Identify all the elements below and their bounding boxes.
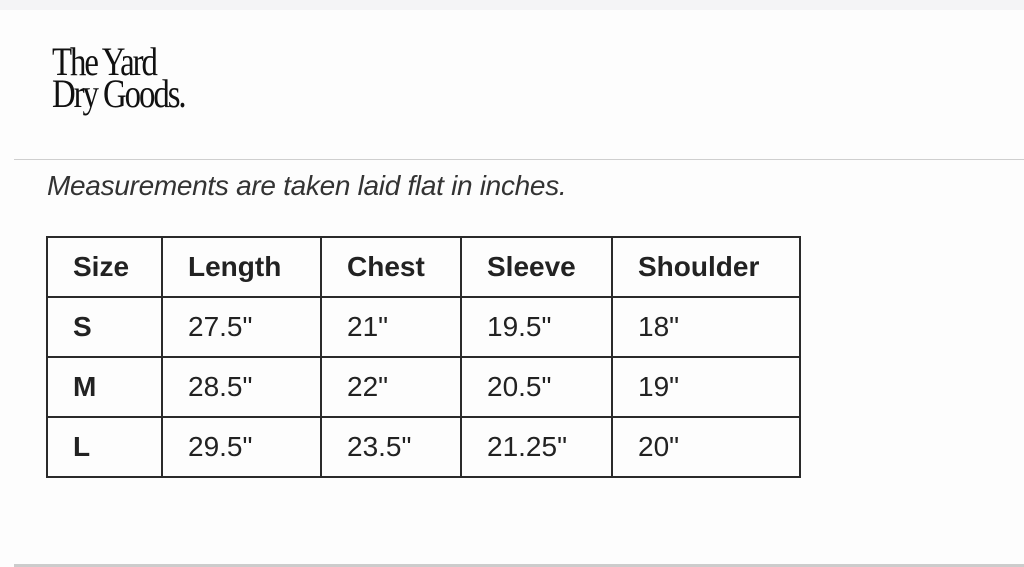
table-row: L 29.5" 23.5" 21.25" 20" <box>46 416 801 478</box>
header-cell: Chest <box>320 236 462 298</box>
header-cell: Shoulder <box>611 236 801 298</box>
size-cell: S <box>46 296 163 358</box>
table-row: S 27.5" 21" 19.5" 18" <box>46 296 801 358</box>
table-cell: 20" <box>611 416 801 478</box>
header-cell: Size <box>46 236 163 298</box>
table-row: M 28.5" 22" 20.5" 19" <box>46 356 801 418</box>
table-cell: 19" <box>611 356 801 418</box>
table-cell: 18" <box>611 296 801 358</box>
brand-logo: The Yard Dry Goods. <box>52 39 187 116</box>
table-cell: 20.5" <box>460 356 613 418</box>
logo-line-2: Dry Goods. <box>52 71 187 116</box>
header-cell: Length <box>161 236 322 298</box>
table-cell: 23.5" <box>320 416 462 478</box>
table-cell: 21.25" <box>460 416 613 478</box>
table-cell: 27.5" <box>161 296 322 358</box>
size-cell: L <box>46 416 163 478</box>
table-header-row: Size Length Chest Sleeve Shoulder <box>46 236 801 298</box>
table-cell: 22" <box>320 356 462 418</box>
table-cell: 21" <box>320 296 462 358</box>
bottom-divider <box>14 564 1024 567</box>
logo-line-1: The Yard <box>52 39 158 84</box>
table-cell: 28.5" <box>161 356 322 418</box>
divider <box>14 159 1024 160</box>
table-cell: 19.5" <box>460 296 613 358</box>
top-bar <box>0 0 1024 10</box>
measurement-note: Measurements are taken laid flat in inch… <box>47 170 567 201</box>
size-cell: M <box>46 356 163 418</box>
size-chart-table: Size Length Chest Sleeve Shoulder S 27.5… <box>46 236 801 478</box>
header-cell: Sleeve <box>460 236 613 298</box>
table-cell: 29.5" <box>161 416 322 478</box>
